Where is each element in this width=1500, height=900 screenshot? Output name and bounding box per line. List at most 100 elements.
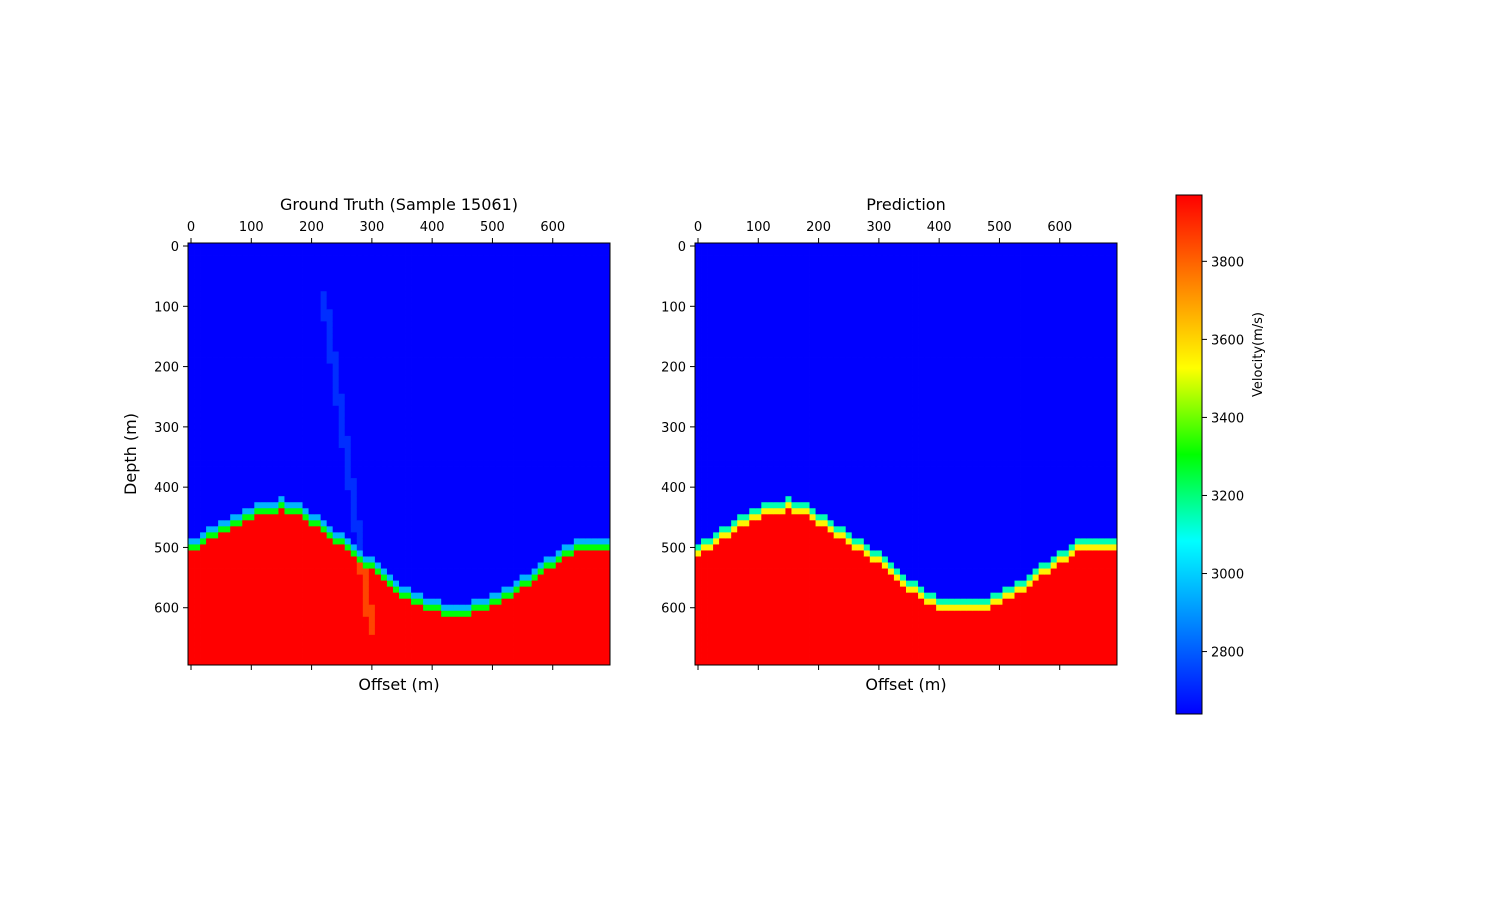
heatmap-cell [188,387,195,395]
heatmap-cell [477,652,484,660]
heatmap-cell [308,508,315,515]
heatmap-cell [435,267,442,274]
heatmap-cell [495,502,502,509]
heatmap-cell [441,363,448,370]
heatmap-cell [296,381,303,389]
heatmap-cell [260,652,267,660]
heatmap-cell [278,243,285,250]
heatmap-cell [332,351,340,358]
heatmap-cell [266,646,273,654]
heatmap-cell [441,279,448,286]
heatmap-cell [254,520,261,527]
heatmap-cell [603,562,611,569]
heatmap-cell [423,381,430,389]
heatmap-cell [320,393,328,401]
heatmap-cell [603,369,611,377]
heatmap-cell [555,405,563,413]
heatmap-cell [477,526,484,533]
heatmap-cell [597,279,605,286]
heatmap-cell [507,381,514,389]
heatmap-cell [194,291,201,298]
heatmap-cell [188,508,195,515]
heatmap-cell [591,411,599,419]
heatmap-cell [507,363,514,370]
heatmap-cell [344,538,352,545]
heatmap-cell [519,339,526,346]
heatmap-cell [206,255,213,262]
heatmap-cell [278,369,285,377]
heatmap-cell [465,532,472,539]
heatmap-cell [441,435,448,443]
heatmap-cell [537,435,545,443]
heatmap-cell [356,261,364,268]
heatmap-cell [248,369,255,377]
heatmap-cell [591,399,599,407]
heatmap-cell [507,315,514,322]
heatmap-cell [392,526,400,533]
heatmap-cell [567,423,575,431]
heatmap-cell [218,652,225,660]
heatmap-cell [537,622,545,630]
heatmap-cell [531,441,539,449]
heatmap-cell [417,544,424,551]
heatmap-cell [254,574,261,581]
heatmap-cell [501,435,508,443]
heatmap-cell [495,249,502,256]
heatmap-cell [441,393,448,401]
heatmap-cell [695,490,702,497]
heatmap-cell [296,411,303,419]
heatmap-cell [543,447,551,455]
heatmap-cell [417,598,424,606]
heatmap-cell [224,327,231,334]
heatmap-cell [326,411,334,419]
heatmap-cell [585,526,593,533]
heatmap-cell [507,261,514,268]
heatmap-cell [230,514,237,521]
heatmap-cell [284,484,291,491]
heatmap-cell [314,484,322,491]
heatmap-cell [302,544,309,551]
heatmap-cell [206,315,213,322]
heatmap-cell [471,526,478,533]
heatmap-cell [417,556,424,563]
heatmap-cell [290,327,297,334]
heatmap-cell [561,399,569,407]
heatmap-cell [368,345,376,352]
heatmap-cell [230,297,237,304]
heatmap-cell [236,544,243,551]
heatmap-cell [423,423,430,431]
heatmap-cell [332,321,340,328]
heatmap-cell [441,255,448,262]
heatmap-cell [314,375,322,383]
heatmap-cell [188,610,195,618]
heatmap-cell [411,454,418,461]
heatmap-cell [218,538,225,545]
heatmap-cell [200,315,207,322]
heatmap-cell [399,502,406,509]
heatmap-cell [260,610,267,618]
heatmap-cell [489,255,496,262]
heatmap-cell [519,646,526,654]
heatmap-cell [519,345,526,352]
heatmap-cell [242,447,249,455]
heatmap-cell [471,273,478,280]
heatmap-cell [320,538,328,545]
heatmap-cell [591,604,599,612]
heatmap-cell [477,411,484,419]
heatmap-cell [224,508,231,515]
heatmap-cell [501,454,508,461]
heatmap-cell [362,478,370,485]
heatmap-cell [573,321,581,328]
heatmap-cell [441,490,448,497]
heatmap-cell [260,381,267,389]
heatmap-cell [200,520,207,527]
heatmap-cell [206,580,213,588]
heatmap-cell [344,586,352,594]
heatmap-cell [429,550,436,557]
heatmap-cell [603,514,611,521]
heatmap-cell [435,454,442,461]
heatmap-cell [200,285,207,292]
heatmap-cell [272,526,279,533]
heatmap-cell [344,291,352,298]
heatmap-cell [338,399,346,407]
